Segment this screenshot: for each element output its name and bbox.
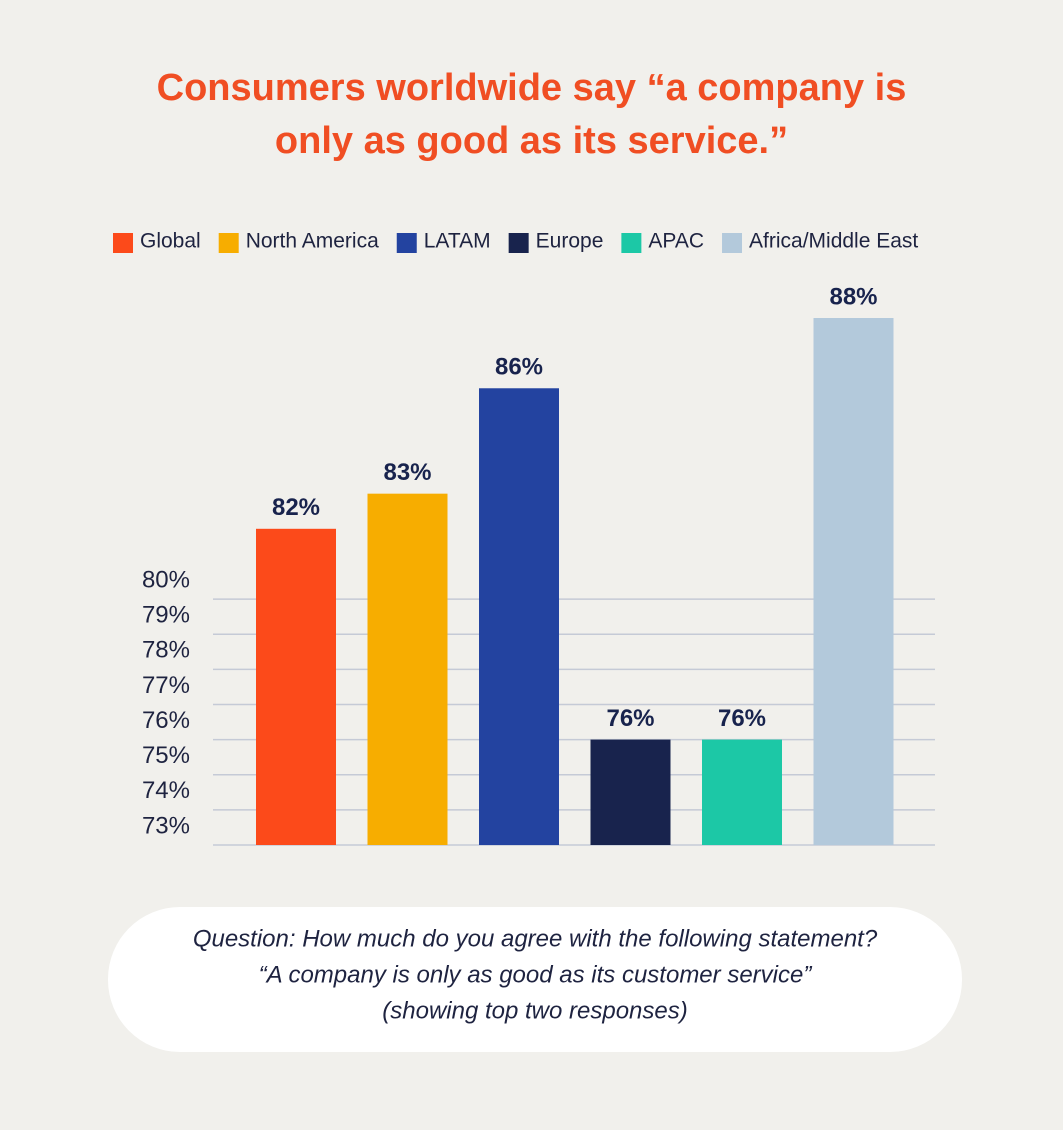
note-box xyxy=(108,907,962,1052)
value-label: 86% xyxy=(495,354,543,381)
y-tick-label: 77% xyxy=(142,672,190,699)
bar xyxy=(813,318,894,845)
y-tick-label: 74% xyxy=(142,777,190,804)
legend-swatch xyxy=(396,233,417,253)
bar xyxy=(590,739,671,845)
bar xyxy=(479,388,559,845)
note-line: “A company is only as good as its custom… xyxy=(259,961,813,988)
y-tick-label: 80% xyxy=(142,566,190,593)
legend-swatch xyxy=(508,233,529,253)
legend-swatch xyxy=(218,233,239,253)
bar xyxy=(256,528,336,845)
legend-label: APAC xyxy=(648,230,704,253)
legend-label: Global xyxy=(140,230,201,253)
value-label: 88% xyxy=(829,283,877,310)
bar xyxy=(702,739,782,845)
bar xyxy=(367,493,448,845)
note-line: (showing top two responses) xyxy=(382,997,687,1024)
chart-title: Consumers worldwide say “a company is on… xyxy=(156,67,907,162)
legend-swatch xyxy=(621,233,642,253)
value-label: 76% xyxy=(718,705,766,732)
legend-label: Europe xyxy=(536,230,604,253)
value-label: 76% xyxy=(606,705,654,732)
y-tick-label: 79% xyxy=(142,602,190,629)
y-tick-label: 78% xyxy=(142,637,190,664)
y-tick-label: 76% xyxy=(142,707,190,734)
value-label: 82% xyxy=(272,494,320,521)
note-line: Question: How much do you agree with the… xyxy=(193,925,878,952)
y-tick-label: 73% xyxy=(142,812,190,839)
y-tick-label: 75% xyxy=(142,742,190,769)
legend-label: Africa/Middle East xyxy=(749,230,918,253)
legend-swatch xyxy=(722,233,743,253)
value-label: 83% xyxy=(383,459,431,486)
legend-swatch xyxy=(113,233,133,253)
legend-label: North America xyxy=(246,230,379,253)
legend-label: LATAM xyxy=(424,230,491,253)
